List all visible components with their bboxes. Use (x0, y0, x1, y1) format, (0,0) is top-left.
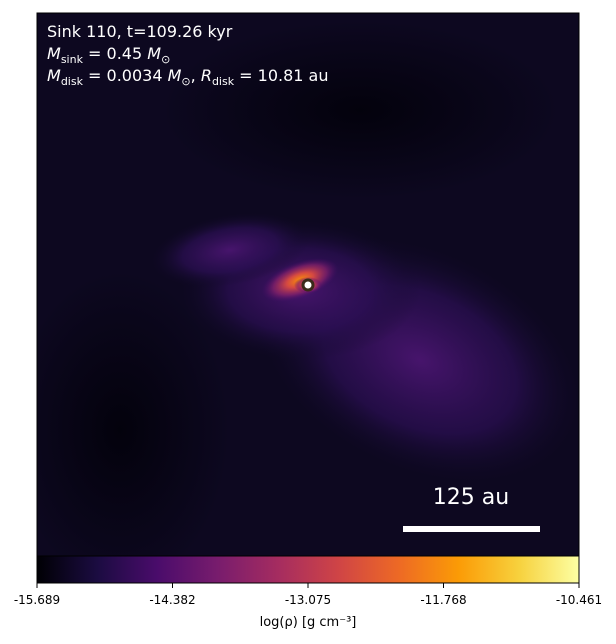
annotation-segment: ⊙ (161, 53, 170, 66)
colorbar-tick-label: -11.768 (420, 593, 466, 607)
annotation-line: Msink = 0.45 M⊙ (47, 44, 170, 66)
annotation-segment: M (168, 66, 182, 85)
annotation-segment: sink (61, 53, 84, 66)
colorbar-tick-label: -13.075 (285, 593, 331, 607)
annotation-segment: Sink 110, t=109.26 kyr (47, 22, 233, 41)
annotation-segment: disk (212, 75, 235, 88)
scale-bar-label: 125 au (433, 485, 509, 510)
colorbar-tick-label: -14.382 (149, 593, 195, 607)
colorbar-tick-label: -10.461 (556, 593, 602, 607)
annotation-segment: R (201, 66, 212, 85)
scale-bar (403, 526, 540, 532)
sink-marker (301, 278, 315, 292)
colorbar-tick-label: -15.689 (14, 593, 60, 607)
annotation-segment: M (147, 44, 161, 63)
annotation-line: Sink 110, t=109.26 kyr (47, 22, 233, 41)
colorbar-label: log(ρ) [g cm⁻³] (260, 615, 357, 630)
annotation-segment: = 10.81 au (234, 66, 328, 85)
annotation-segment: = 0.0034 (83, 66, 168, 85)
annotation-segment: M (47, 44, 61, 63)
density-image (37, 13, 579, 556)
annotation-segment: , (191, 66, 201, 85)
annotation-segment: = 0.45 (83, 44, 147, 63)
annotation-segment: ⊙ (181, 75, 190, 88)
colorbar-ticks: -15.689 -14.382 -13.075 -11.768 -10.461 (14, 583, 602, 607)
annotation-segment: M (47, 66, 61, 85)
colorbar (36, 555, 580, 584)
annotation-segment: disk (61, 75, 84, 88)
annotation-line: Mdisk = 0.0034 M⊙, Rdisk = 10.81 au (47, 66, 329, 88)
